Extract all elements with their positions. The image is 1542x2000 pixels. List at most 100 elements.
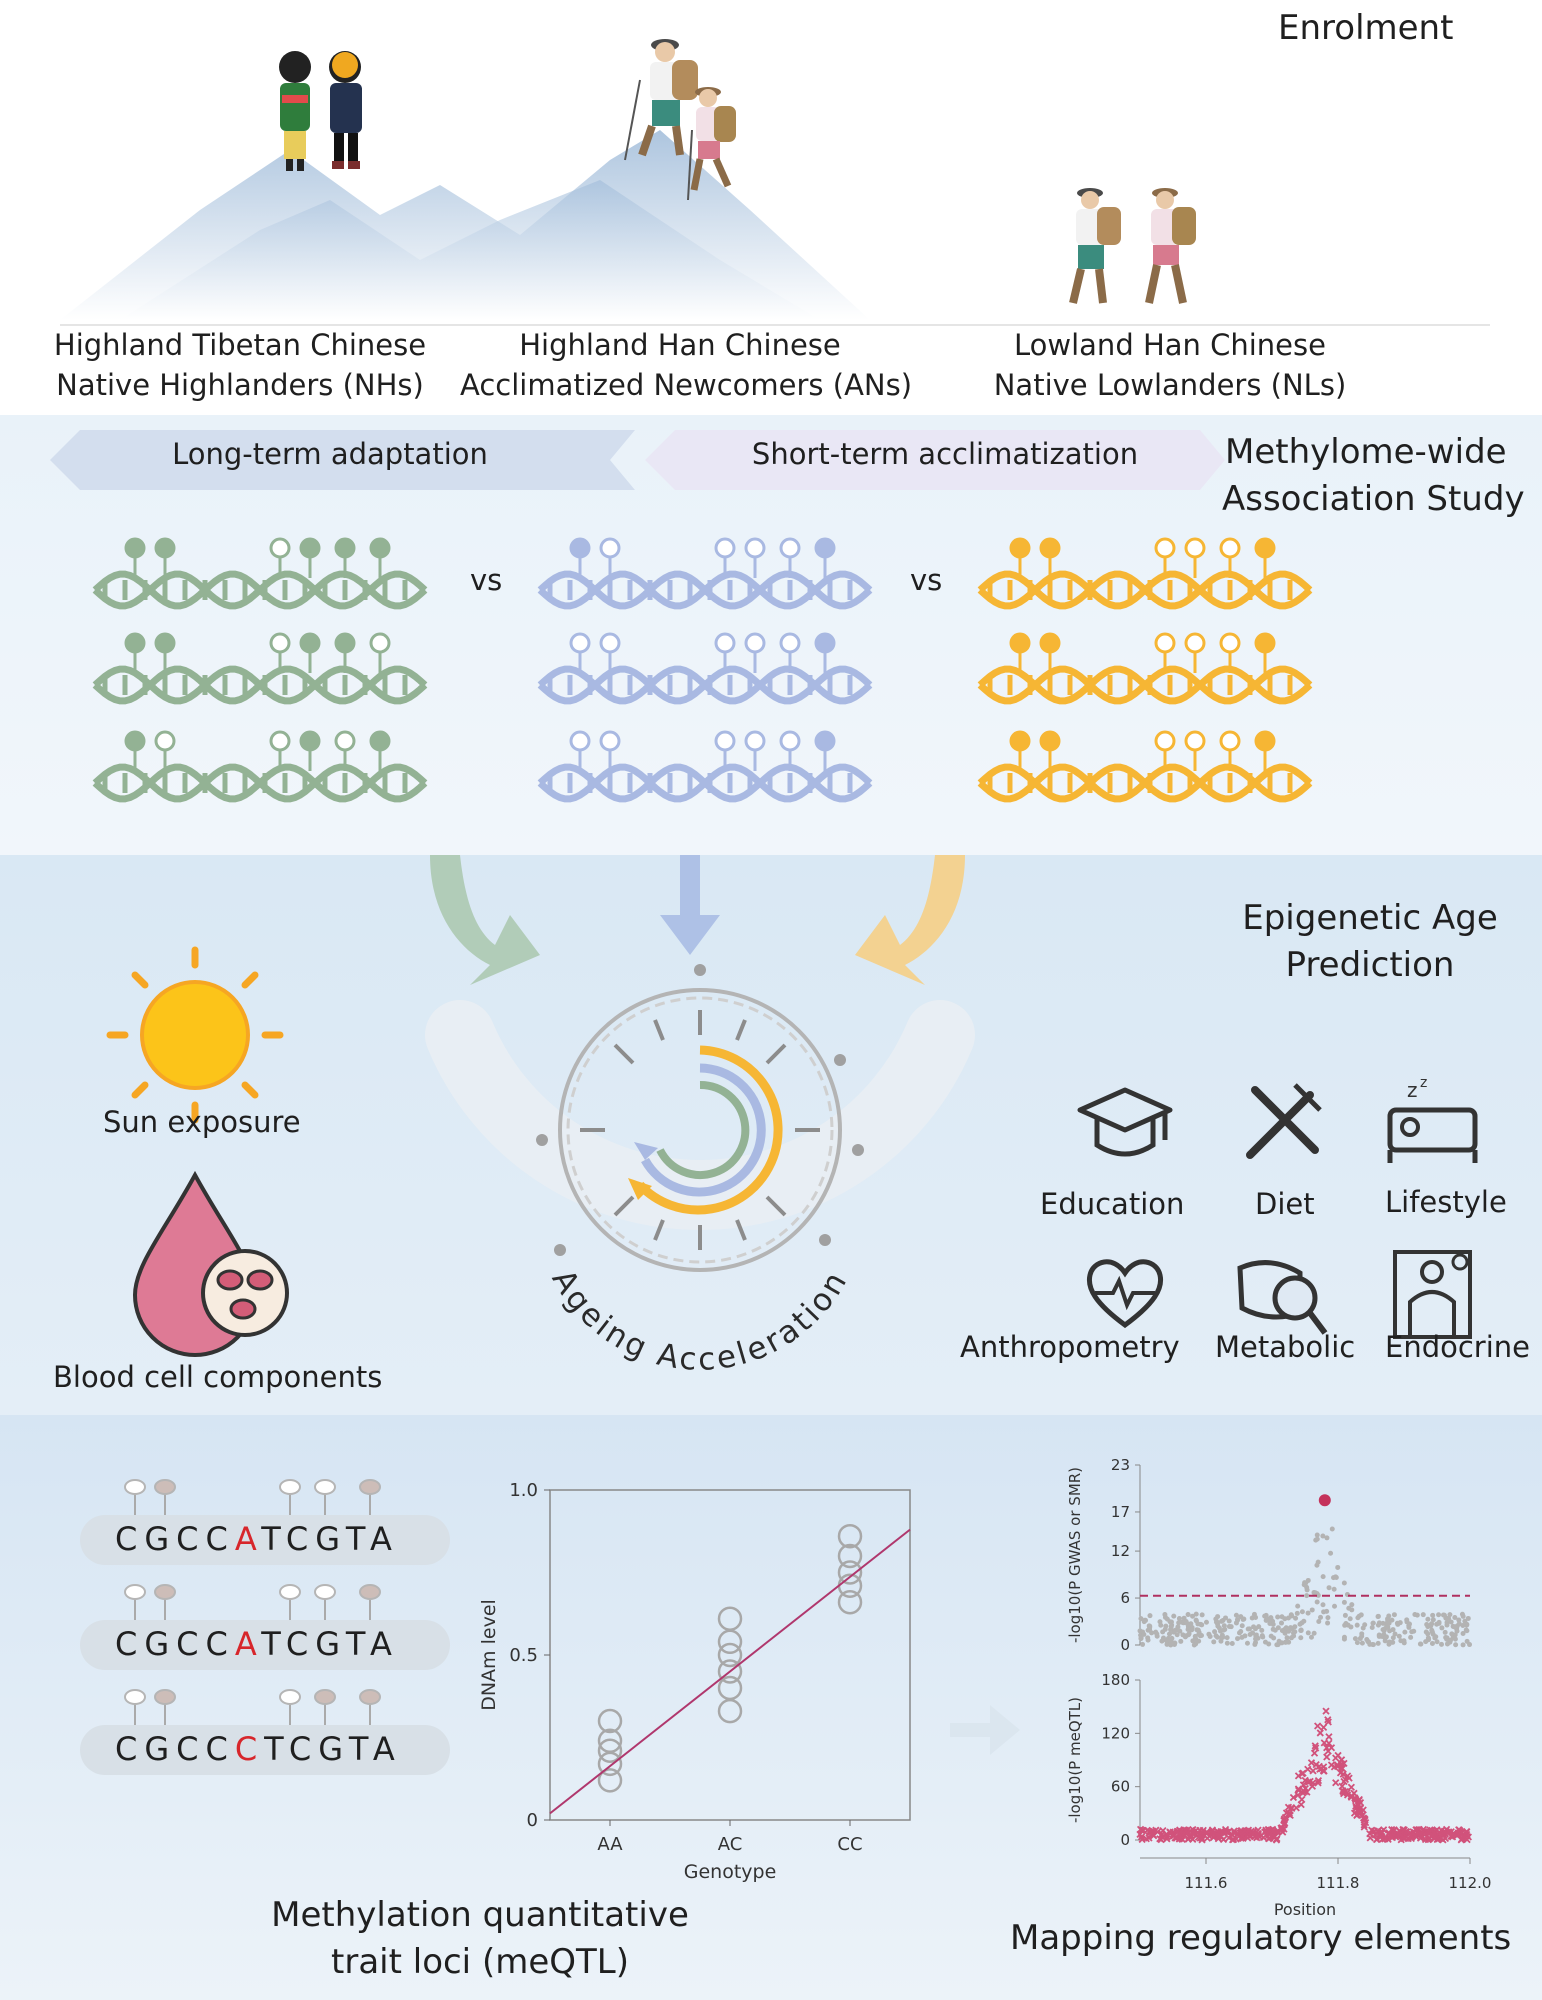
y-tick-label: 0 [1120, 1636, 1130, 1654]
unmethylated-site [599, 632, 621, 654]
meqtl-point [1445, 1828, 1453, 1836]
cpg-site [154, 1584, 176, 1600]
gwas-point [1174, 1632, 1180, 1638]
diet-icon [1246, 1083, 1322, 1159]
gwas-point [1367, 1641, 1373, 1647]
dna-strand [92, 632, 428, 705]
data-point [717, 1675, 743, 1701]
y-axis-label: -log10(P GWAS or SMR) [1066, 1467, 1084, 1643]
meqtl-point [1366, 1830, 1374, 1838]
cpg-lollipops [124, 1689, 381, 1725]
gwas-point [1342, 1612, 1348, 1618]
meqtl-point [1312, 1744, 1320, 1752]
gwas-point [1341, 1580, 1347, 1586]
gwas-point [1199, 1612, 1205, 1618]
meqtl-point [1286, 1811, 1294, 1820]
meqtl-point [1361, 1815, 1369, 1823]
y-tick-label: 0 [1120, 1831, 1130, 1849]
gwas-point [1224, 1640, 1230, 1646]
meqtl-point [1325, 1733, 1333, 1741]
meqtl-point [1330, 1763, 1339, 1771]
endocrine-icon [1393, 1250, 1472, 1339]
gwas-point [1275, 1614, 1281, 1620]
meqtl-point [1138, 1835, 1146, 1844]
gwas-point [1444, 1636, 1450, 1642]
gwas-point [1429, 1641, 1435, 1647]
unmethylated-site [269, 537, 291, 559]
gwas-point [1260, 1634, 1266, 1640]
svg-text:Ageing Acceleration: Ageing Acceleration [545, 1263, 856, 1377]
gwas-point [1293, 1615, 1299, 1621]
gwas-point [1324, 1608, 1330, 1614]
unmethylated-site [269, 632, 291, 654]
meqtl-point [1303, 1788, 1311, 1796]
meqtl-point [1463, 1827, 1471, 1836]
meqtl-point [1249, 1828, 1257, 1836]
cpg-site [279, 1584, 301, 1600]
meqtl-point [1215, 1831, 1223, 1840]
gwas-point [1401, 1640, 1407, 1646]
dna-sequence: CGCCATCGTA [115, 1520, 399, 1558]
gwas-point [1199, 1622, 1205, 1628]
gwas-point [1145, 1627, 1151, 1633]
gwas-point [1440, 1612, 1446, 1618]
meqtl-point [1175, 1829, 1183, 1838]
unmethylated-site [779, 537, 801, 559]
gwas-point [1325, 1620, 1331, 1626]
gwas-point [1314, 1536, 1320, 1542]
gwas-point [1183, 1618, 1189, 1624]
gwas-point [1354, 1640, 1360, 1646]
gwas-point [1244, 1640, 1250, 1646]
x-axis-label: Genotype [684, 1861, 777, 1883]
gwas-point [1193, 1618, 1199, 1624]
meqtl-point [1307, 1759, 1316, 1767]
methylated-site [124, 730, 146, 752]
gwas-point [1456, 1617, 1462, 1623]
gwas-point [1359, 1640, 1365, 1646]
gwas-point [1262, 1639, 1268, 1645]
factor-lifestyle: Lifestyle [1385, 1185, 1507, 1219]
meqtl-point [1301, 1776, 1309, 1784]
y-tick-label: 23 [1111, 1456, 1130, 1474]
gwas-point [1436, 1619, 1442, 1625]
sequence-suffix: TCGTA [261, 1520, 399, 1558]
gwas-point [1436, 1612, 1442, 1618]
dna-strand [92, 537, 428, 610]
meqtl-panel: CGCCATCGTA CGCCATCGTA CGCCCTCGTA 0 0.5 1.0 AA… [0, 1415, 1542, 2000]
unmethylated-site [334, 730, 356, 752]
gwas-point [1279, 1614, 1285, 1620]
methylated-site [814, 632, 836, 654]
meqtl-point [1244, 1834, 1252, 1842]
gwas-point [1408, 1634, 1414, 1640]
gwas-point [1154, 1631, 1160, 1637]
meqtl-point [1294, 1785, 1303, 1793]
gwas-point [1145, 1635, 1151, 1641]
gwas-point [1335, 1564, 1341, 1570]
gwas-point [1320, 1602, 1326, 1608]
anthropometry-icon [1086, 1259, 1164, 1329]
meqtl-point [1455, 1826, 1464, 1834]
gwas-point [1356, 1613, 1362, 1619]
unmethylated-site [599, 730, 621, 752]
mapping-title: Mapping regulatory elements [1010, 1918, 1512, 1958]
unmethylated-site [1154, 632, 1176, 654]
gwas-point [1449, 1631, 1455, 1637]
cpg-site [314, 1479, 336, 1495]
data-point [717, 1606, 743, 1631]
factor-education: Education [1040, 1187, 1185, 1221]
gwas-point [1279, 1628, 1285, 1634]
gwas-point [1182, 1634, 1188, 1640]
gwas-point [1242, 1633, 1248, 1639]
gwas-point [1304, 1584, 1310, 1590]
gwas-point [1325, 1615, 1331, 1621]
y-tick-label: 1.0 [509, 1480, 538, 1501]
meqtl-point [1348, 1792, 1356, 1800]
gwas-point [1359, 1631, 1365, 1637]
gwas-point [1259, 1627, 1265, 1633]
gwas-point [1342, 1622, 1348, 1628]
data-point [837, 1589, 863, 1615]
factor-metabolic: Metabolic [1215, 1330, 1356, 1364]
y-tick-label: 0 [527, 1810, 538, 1831]
methylated-site [1009, 632, 1031, 654]
gwas-point [1215, 1614, 1221, 1620]
